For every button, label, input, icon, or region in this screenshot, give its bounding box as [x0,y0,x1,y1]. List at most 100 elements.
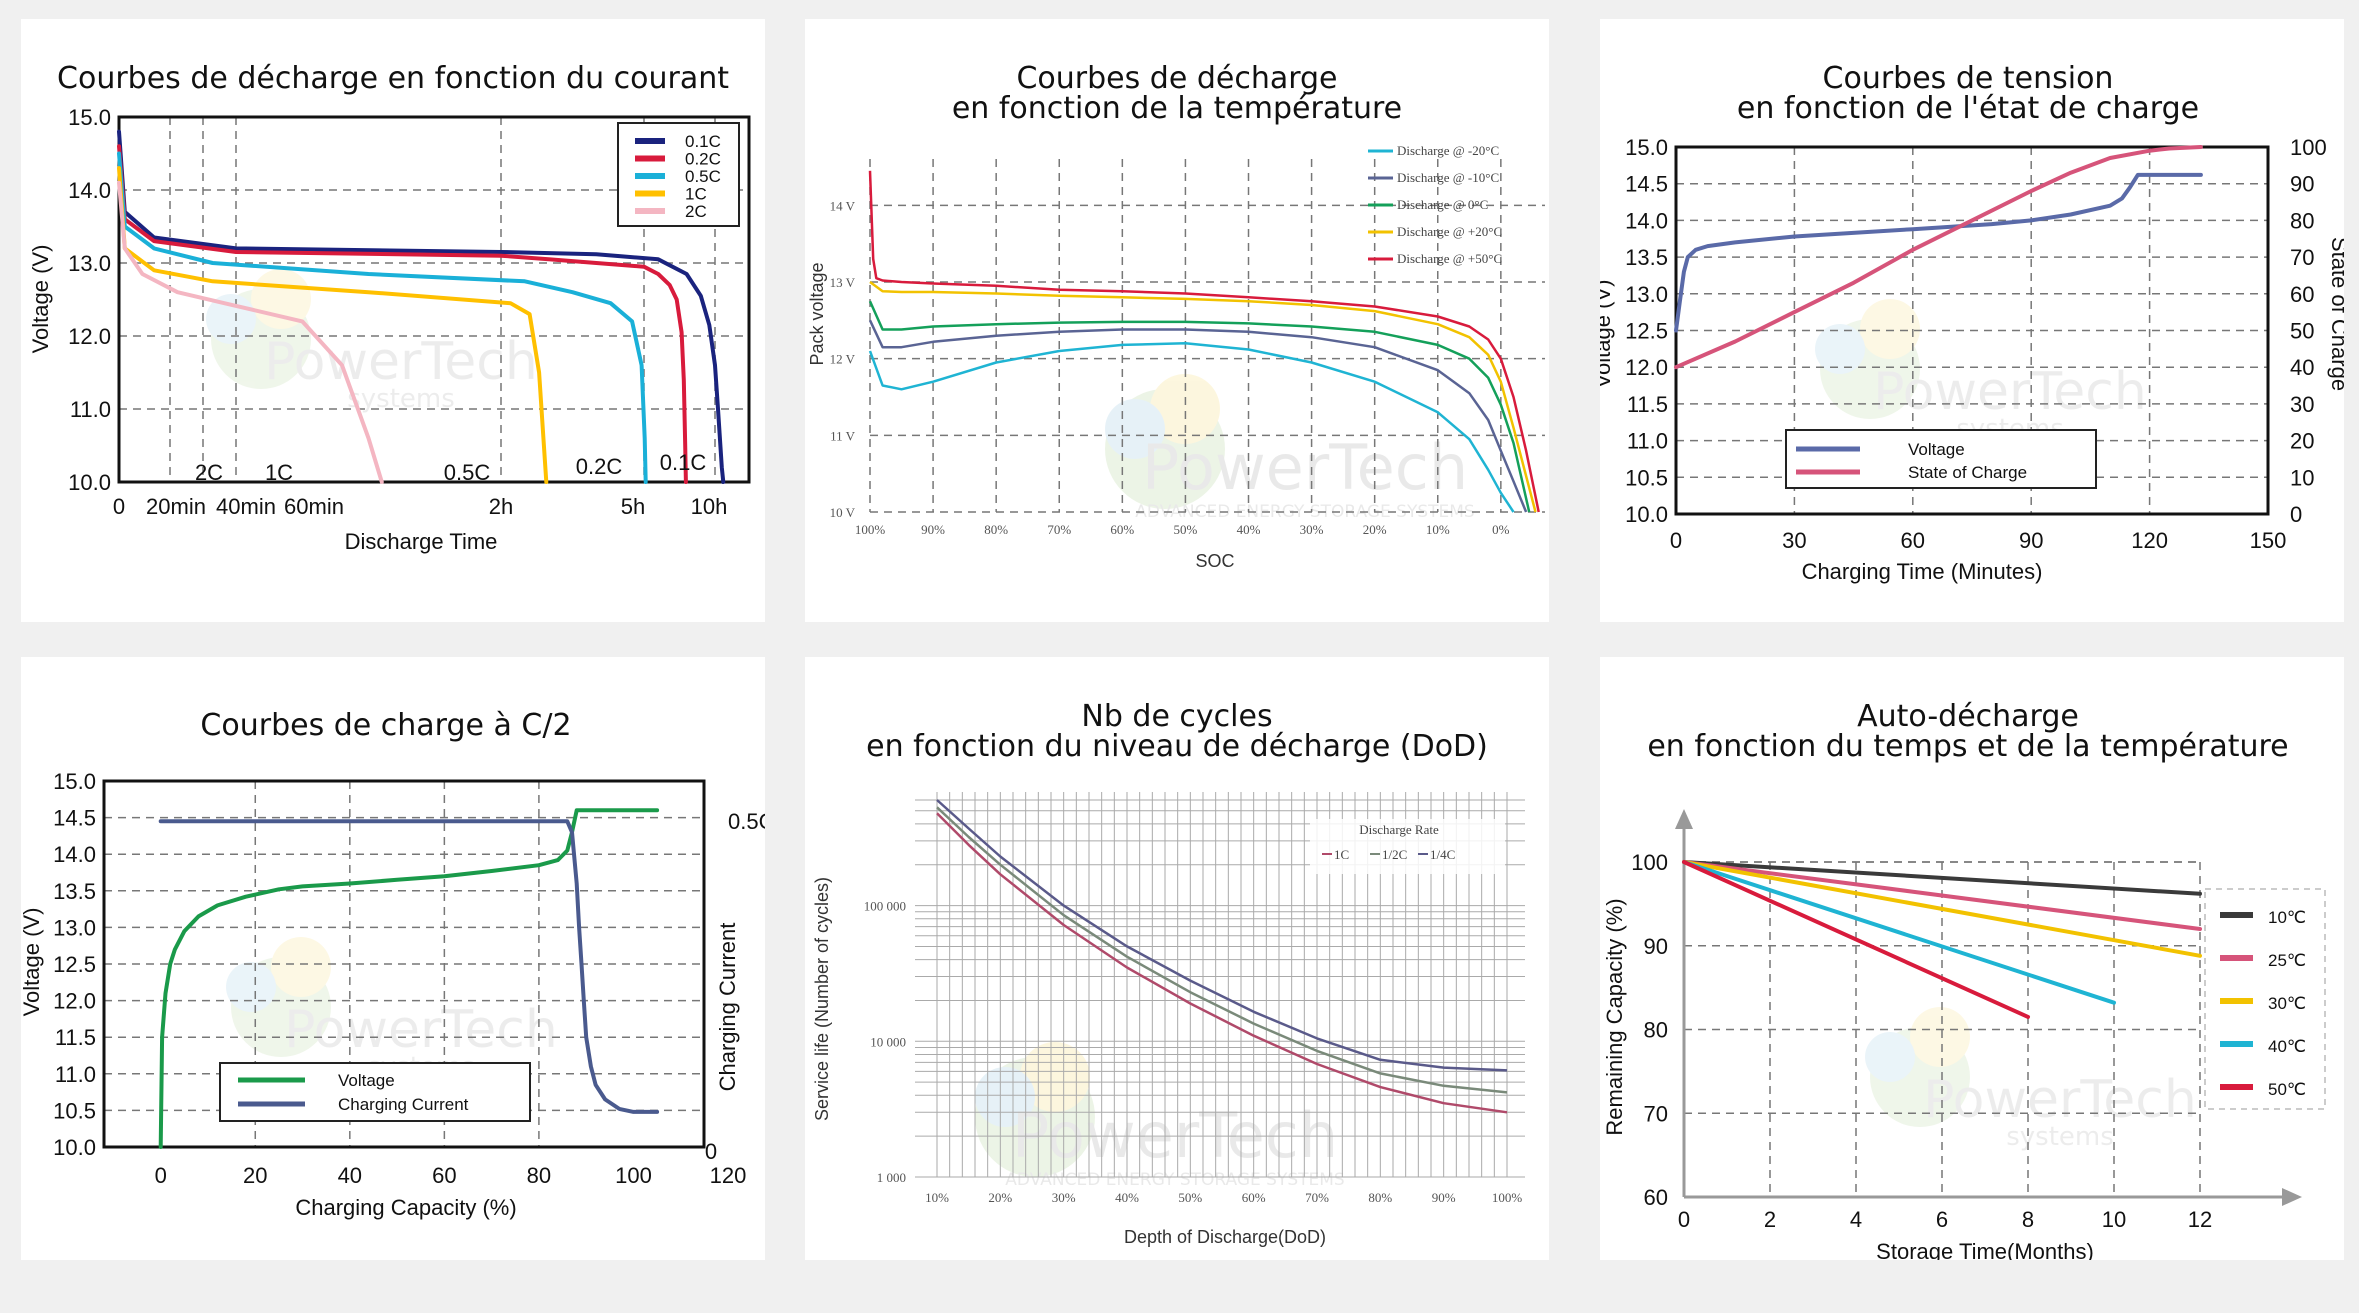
chart-title-line: Nb de cycles [1081,699,1272,734]
series-50-line [1682,860,2030,1019]
x-tick-label: 70% [1047,522,1071,537]
y2-tick-label: 20 [2290,429,2314,454]
y-tick-label: 14.5 [53,806,96,831]
y2-tick-label: 0 [2290,502,2302,527]
curve-label-1c: 1C [265,460,293,485]
x-tick-label: 40min [216,494,276,519]
y-tick-label: 13.5 [53,879,96,904]
watermark-leaf-shape [975,1057,1095,1177]
y-axis-label: Voltage (V) [1600,280,1615,389]
chart-title-line: en fonction du temps et de la températur… [1647,729,2288,764]
x-tick-label: 100 [615,1163,652,1188]
y2-tick-label: 0 [705,1139,717,1164]
watermark-sun-shape [1860,299,1920,359]
x-axis-label: Charging Time (Minutes) [1802,559,2043,584]
y-axis-label: Service life (Number of cycles) [812,877,832,1121]
y2-tick-label: 40 [2290,355,2314,380]
y-tick-label: 10.5 [53,1098,96,1123]
legend-label-2c: 2C [685,202,707,221]
y-tick-label: 10 V [830,505,856,520]
y2-tick-label: 10 [2290,465,2314,490]
x-tick-label: 150 [2250,528,2287,553]
series-40-line [1682,860,2116,1005]
watermark-brand: PowerTech [1142,431,1468,504]
y-tick-label: 10.5 [1625,465,1668,490]
x-tick-label: 6 [1936,1207,1948,1232]
x-tick-label: 90% [921,522,945,537]
y-tick-label: 1 000 [877,1170,906,1185]
y-tick-label: 14.5 [1625,172,1668,197]
series-discharge-20-c-line [868,342,1515,513]
x-tick-label: 10% [925,1190,949,1205]
y-tick-label: 11.0 [70,397,111,422]
y-tick-label: 12.5 [53,952,96,977]
watermark-tagline: systems [2006,1122,2114,1152]
x-tick-label: 80% [984,522,1008,537]
y-tick-label: 14.0 [53,842,96,867]
legend-label-1-2c: 1/2C [1382,847,1407,862]
x-tick-label: 0% [1492,522,1510,537]
x-tick-label: 4 [1850,1207,1862,1232]
legend-box [1310,819,1505,874]
legend-label-discharge-0-c: Discharge @ 0°C [1397,197,1488,212]
legend-label-voltage: Voltage [338,1071,395,1090]
x-tick-label: 100% [855,522,886,537]
y-tick-label: 10.0 [53,1135,96,1160]
panel-cycles-dod: Nb de cycles en fonction du niveau de déc… [805,657,1549,1260]
y-tick-label: 80 [1644,1018,1668,1043]
y-tick-label: 10.0 [1625,502,1668,527]
x-tick-label: 60 [432,1163,456,1188]
y-tick-label: 100 [1631,850,1668,875]
y-tick-label: 13 V [830,275,856,290]
x-tick-label: 30% [1052,1190,1076,1205]
y-tick-label: 70 [1644,1101,1668,1126]
panel-self-discharge: Auto-décharge en fonction du temps et de … [1600,657,2344,1260]
y-tick-label: 12 V [830,352,856,367]
x-tick-label: 40% [1237,522,1261,537]
x-tick-label: 90% [1432,1190,1456,1205]
x-tick-label: 120 [2131,528,2168,553]
curve-label-0-5c: 0.5C [444,460,491,485]
watermark-sun-shape [1910,1007,1970,1067]
x-tick-label: 0 [155,1163,167,1188]
legend-label-10: 10℃ [2268,908,2306,927]
x-tick-label: 30 [1782,528,1806,553]
chart-title-line: en fonction du niveau de décharge (DoD) [866,729,1488,764]
watermark-leaf-shape [1105,389,1225,509]
chart-title-line: en fonction de l'état de charge [1737,91,2199,126]
series-voltage-line [158,808,660,1149]
legend-label-0-5c: 0.5C [685,167,721,186]
series-0-5c-line [117,151,648,484]
x-axis-arrow [2282,1188,2302,1206]
y-tick-label: 60 [1644,1185,1668,1210]
legend-label-state-of-charge: State of Charge [1908,463,2027,482]
watermark-brand: PowerTech [1012,1099,1338,1172]
y-tick-label: 13.0 [1625,282,1668,307]
legend-box [219,1062,531,1122]
y-tick-label: 15.0 [68,105,111,130]
y-tick-label: 90 [1644,934,1668,959]
x-tick-label: 30% [1300,522,1324,537]
x-tick-label: 2h [489,494,513,519]
chart-title-line: en fonction de la température [952,91,1402,126]
series-discharge-20-c-line [869,280,1537,513]
series-discharge-50-c-line [868,170,1540,513]
y-tick-label: 10 000 [870,1034,906,1049]
chart-title-line: Courbes de décharge en fonction du coura… [57,61,729,96]
x-tick-label: 90 [2019,528,2043,553]
curve-label-0-1c: 0.1C [660,450,707,475]
y-axis-label: Voltage (V) [21,908,44,1017]
series-state-of-charge-line [1674,145,2203,370]
legend-label-25: 25℃ [2268,951,2306,970]
legend-label-40: 40℃ [2268,1037,2306,1056]
series-voltage-line [1674,172,2203,333]
legend-label-charging-current: Charging Current [338,1095,469,1114]
watermark-sun-shape [1150,374,1220,444]
legend-label-discharge-10-c: Discharge @ -10°C [1397,170,1499,185]
